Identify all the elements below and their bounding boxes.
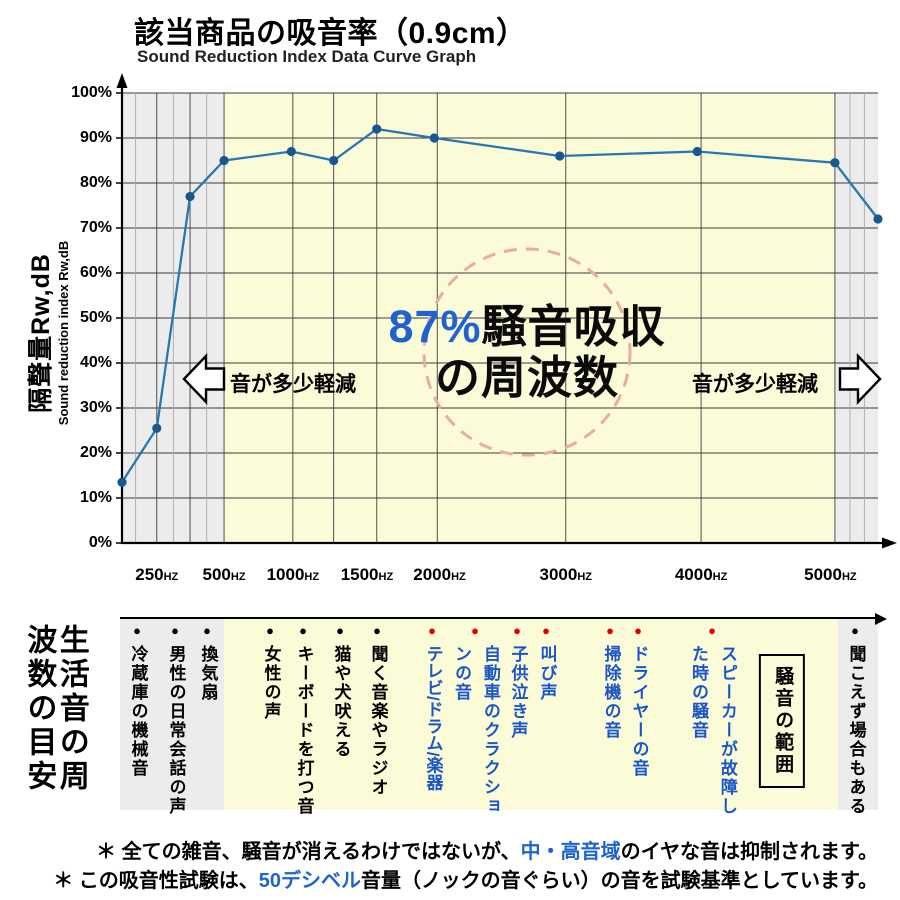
- absorption-line-chart: [116, 73, 897, 549]
- x-tick-label: 4000HZ: [674, 565, 728, 584]
- footnote-1: ＊ 全ての雑音、騒音が消えるわけではないが、中・高音域のイヤな音は抑制されます。: [40, 838, 878, 867]
- band-item-label: 猫や犬吠える: [331, 645, 351, 759]
- x-tick-label: 250HZ: [135, 565, 179, 584]
- x-tick-label: 2000HZ: [413, 565, 466, 584]
- band-item: ● 子供泣き声: [503, 624, 532, 827]
- x-tick-label: 5000HZ: [804, 565, 857, 584]
- band-item-label: 自動車のクラクションの音: [452, 645, 500, 816]
- band-item-label: 冷蔵庫の機械音: [128, 645, 148, 778]
- footnote-1-text: ＊ 全ての雑音、騒音が消えるわけではないが、: [96, 841, 521, 863]
- red-dot-icon: ●: [708, 623, 716, 638]
- x-tick-label: 3000HZ: [539, 565, 593, 584]
- x-tick-label: 1000HZ: [266, 565, 320, 584]
- band-item-label: 男性の日常会話の声: [166, 645, 186, 816]
- footnotes: ＊ 全ての雑音、騒音が消えるわけではないが、中・高音域のイヤな音は抑制されます。…: [40, 838, 878, 896]
- band-item: ● スピーカーが故障した時の騒音: [683, 624, 741, 820]
- band-item-label: キーボードを打つ音: [294, 645, 314, 816]
- black-dot-icon: ●: [133, 623, 141, 638]
- footnote-2-highlight: 50デシベル: [258, 870, 361, 892]
- y-tick-label: 90%: [79, 129, 112, 146]
- footnote-2: ＊ この吸音性試験は、50デシベル音量（ノックの音ぐらい）の音を試験基準としてい…: [40, 867, 878, 896]
- band-item: ● 換気扇: [193, 624, 222, 827]
- y-tick-label: 40%: [79, 354, 112, 371]
- red-dot-icon: ●: [428, 623, 436, 638]
- black-dot-icon: ●: [203, 623, 211, 638]
- black-dot-icon: ●: [373, 623, 381, 638]
- band-item: ● キーボードを打つ音: [289, 624, 318, 827]
- black-dot-icon: ●: [336, 623, 344, 638]
- footnote-2-text-end: 音量（ノックの音ぐらい）の音を試験基準としています。: [361, 870, 878, 892]
- red-dot-icon: ●: [471, 623, 479, 638]
- black-dot-icon: ●: [266, 623, 274, 638]
- band-item-label: ドライヤーの音: [629, 645, 649, 778]
- y-tick-label: 0%: [88, 534, 112, 551]
- band-item: ● 聞く音楽やラジオ: [363, 624, 392, 827]
- band-item-label: 聞こえず場合もある: [846, 645, 866, 816]
- band-item-label: 叫び声: [537, 645, 557, 702]
- band-item: ● 掃除機の音: [596, 624, 625, 827]
- center-annotation-line1: 87%騒音吸収: [322, 301, 732, 352]
- y-tick-label: 10%: [79, 489, 112, 506]
- everyday-sound-frequency-band: ● 冷蔵庫の機械音 ● 男性の日常会話の声 ● 換気扇 ● 女性の声 ● キーボードを打つ音 ● 猫や…: [120, 613, 887, 816]
- y-tick-label: 60%: [79, 264, 112, 281]
- right-arrow-label: 音が多少軽減: [692, 373, 818, 396]
- footnote-1-text-end: のイヤな音は抑制されます。: [620, 841, 878, 863]
- band-item: ● 女性の声: [256, 624, 285, 827]
- center-percentage: 87%: [388, 301, 482, 352]
- x-tick-label: 1500HZ: [340, 565, 394, 584]
- y-tick-label: 50%: [79, 309, 112, 326]
- band-item: 騒音の範囲: [758, 624, 806, 788]
- band-item-label: 掃除機の音: [601, 645, 621, 740]
- band-axis-arrow-icon: [875, 613, 887, 625]
- band-side-label: 生活音の周 波数の目安: [22, 624, 88, 794]
- noise-range-box: 騒音の範囲: [758, 654, 806, 788]
- band-item-label: 換気扇: [198, 645, 218, 702]
- page-title: 該当商品の吸音率（0.9cm）: [134, 17, 527, 50]
- band-yellow-middle: [224, 619, 838, 810]
- y-tick-label: 80%: [79, 174, 112, 191]
- band-item: ● 自動車のクラクションの音: [446, 624, 504, 820]
- y-tick-label: 30%: [79, 399, 112, 416]
- band-item-label: 聞く音楽やラジオ: [368, 645, 388, 797]
- red-dot-icon: ●: [606, 623, 614, 638]
- band-item: ● 猫や犬吠える: [326, 624, 355, 827]
- band-item: ● 冷蔵庫の機械音: [123, 624, 152, 827]
- footnote-2-text: ＊ この吸音性試験は、: [53, 870, 259, 892]
- band-item-label: テレビ/ドラム/楽器: [423, 645, 443, 791]
- y-tick-label: 70%: [79, 219, 112, 236]
- red-dot-icon: ●: [542, 623, 550, 638]
- band-item-label: 女性の声: [261, 645, 281, 721]
- left-arrow-label: 音が多少軽減: [230, 373, 356, 396]
- center-annotation-line2: の周波数: [434, 352, 619, 404]
- band-item: ● 男性の日常会話の声: [161, 624, 190, 827]
- black-dot-icon: ●: [851, 623, 859, 638]
- band-item: ● ドライヤーの音: [624, 624, 653, 827]
- x-tick-label: 500HZ: [202, 565, 246, 584]
- page-subtitle: Sound Reduction Index Data Curve Graph: [137, 47, 477, 66]
- red-dot-icon: ●: [634, 623, 642, 638]
- red-dot-icon: ●: [513, 623, 521, 638]
- band-item-label: スピーカーが故障した時の騒音: [689, 645, 737, 816]
- band-grey-left: [120, 619, 224, 810]
- black-dot-icon: ●: [299, 623, 307, 638]
- band-item-label: 子供泣き声: [508, 645, 528, 740]
- y-tick-label: 20%: [79, 444, 112, 461]
- black-dot-icon: ●: [171, 623, 179, 638]
- center-annotation: 87%騒音吸収 の周波数: [322, 301, 732, 404]
- y-tick-label: 100%: [71, 84, 112, 101]
- band-item: ● 聞こえず場合もある: [841, 624, 870, 827]
- band-item: ● テレビ/ドラム/楽器: [418, 624, 447, 827]
- center-annotation-text: 騒音吸収: [481, 301, 666, 352]
- footnote-1-highlight: 中・高音域: [520, 841, 621, 863]
- band-grey-right: [838, 619, 878, 810]
- band-item: ● 叫び声: [532, 624, 561, 827]
